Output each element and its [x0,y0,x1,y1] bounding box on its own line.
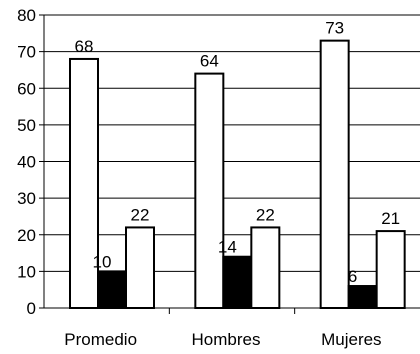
data-label: 73 [325,19,344,38]
bar [125,226,155,309]
data-label: 22 [256,205,275,224]
bar [250,226,281,309]
y-tick-label: 0 [27,299,36,318]
y-tick-label: 20 [17,226,36,245]
bar [375,230,406,309]
y-tick-label: 10 [17,262,36,281]
category-labels: Promedio Hombres Mujeres [64,330,381,349]
data-label: 10 [93,252,112,271]
data-label: 14 [218,238,237,257]
y-tick-label: 60 [17,79,36,98]
y-tick-labels: 0 10 20 30 40 50 60 70 80 [17,6,36,318]
category-label: Promedio [64,330,137,349]
bars [69,39,406,310]
category-label: Mujeres [321,330,381,349]
bar [194,72,225,309]
data-label: 68 [75,37,94,56]
data-label: 64 [200,52,219,71]
data-labels: 68 10 22 64 14 22 73 6 21 [75,19,401,286]
y-tick-label: 40 [17,153,36,172]
data-label: 6 [348,267,357,286]
bar [222,255,253,310]
y-tick-label: 50 [17,116,36,135]
axes [39,14,420,314]
y-tick-label: 80 [17,6,36,25]
data-label: 21 [381,209,400,228]
y-tick-label: 70 [17,43,36,62]
bar [97,270,127,309]
data-label: 22 [131,205,150,224]
category-label: Hombres [192,330,261,349]
gridlines [44,14,420,272]
bar [69,57,99,310]
y-tick-label: 30 [17,189,36,208]
bar [319,39,350,309]
bar [347,285,378,309]
